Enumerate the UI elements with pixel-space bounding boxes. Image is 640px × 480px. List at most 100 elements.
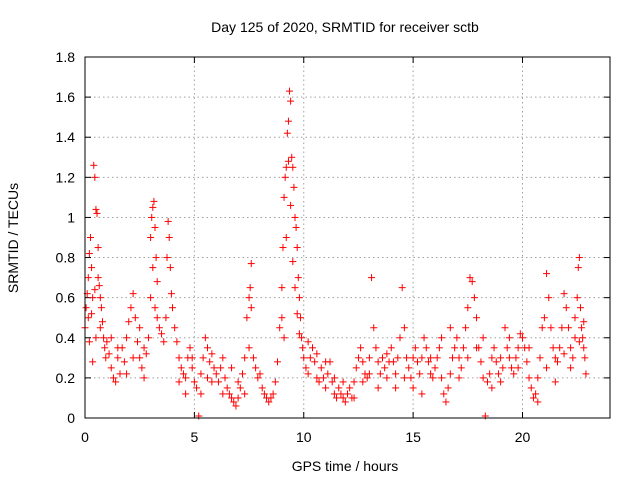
data-point [299,344,307,352]
data-point [490,344,498,352]
data-point [473,314,481,322]
data-point [289,163,297,171]
data-point [90,161,98,169]
data-point [280,193,288,201]
data-point [438,374,446,382]
data-point [88,310,96,318]
data-point [416,370,424,378]
data-point [477,358,485,366]
data-point [392,370,400,378]
data-point [440,390,448,398]
data-point [91,173,99,181]
data-point [396,334,404,342]
data-point [256,370,264,378]
data-point [236,384,244,392]
x-tick-label: 15 [405,429,421,445]
data-point [247,304,255,312]
data-point [234,394,242,402]
data-point [199,354,207,362]
data-point [547,324,555,332]
data-point [147,294,155,302]
data-point [383,350,391,358]
data-point [374,358,382,366]
data-point [523,358,531,366]
data-point [155,324,163,332]
data-point [346,384,354,392]
data-point [85,250,93,258]
data-point [247,260,255,268]
data-point [556,344,564,352]
data-point [444,384,452,392]
data-point [86,234,94,241]
data-point [499,364,507,372]
data-point [243,314,251,322]
data-point [100,334,108,342]
data-point [182,390,190,398]
data-point [249,354,257,362]
data-point [508,364,516,372]
data-point [567,344,575,352]
data-point [580,344,588,352]
data-point [295,294,303,302]
data-point [245,294,253,302]
data-point [462,324,470,332]
data-point [93,209,101,217]
data-point [206,358,214,366]
data-point [201,334,209,342]
data-point [501,324,509,332]
data-point [204,374,211,382]
data-point [581,354,589,362]
data-point [290,183,298,191]
data-point [241,354,249,362]
data-point [91,286,99,294]
data-point [427,354,435,362]
data-point [300,354,308,362]
data-point [400,374,408,382]
data-point [212,370,220,378]
data-point [387,344,395,352]
data-point [514,364,522,372]
data-point [560,290,568,298]
data-point [298,334,306,342]
data-point [497,354,505,362]
data-point [449,354,456,362]
data-point [210,364,218,372]
data-point [97,304,105,312]
data-point [296,314,304,322]
x-tick-label: 5 [190,429,198,445]
data-point [136,354,144,362]
data-point [446,370,454,378]
data-point [280,334,288,342]
y-tick-label: 1.4 [56,129,76,145]
data-point [283,129,291,137]
data-point [129,354,137,362]
data-point [287,201,295,209]
y-tick-label: 1.8 [56,49,76,65]
data-point [96,324,104,332]
data-point [99,318,106,326]
data-point [319,374,327,382]
data-point [363,374,371,382]
data-point [574,264,582,272]
data-point [94,274,102,282]
data-point [204,344,211,352]
data-point [101,344,109,352]
data-point [527,384,535,392]
data-point [295,330,303,338]
data-point [352,364,360,372]
data-point [241,390,249,398]
data-point [359,358,367,366]
data-point [89,294,97,302]
data-point [265,398,273,406]
data-point [339,378,347,386]
data-point [114,344,122,352]
axis-ticks: 0 0.2 0.4 0.6 0.8 1 1.2 1.4 1.6 1.8 0 5 10 15 20 [56,49,610,445]
data-point [164,217,172,225]
data-point [107,364,115,372]
data-point [140,374,148,382]
data-point [114,354,122,362]
data-point [166,264,174,272]
data-point [134,338,141,346]
data-point [543,364,551,372]
data-point [169,304,176,312]
